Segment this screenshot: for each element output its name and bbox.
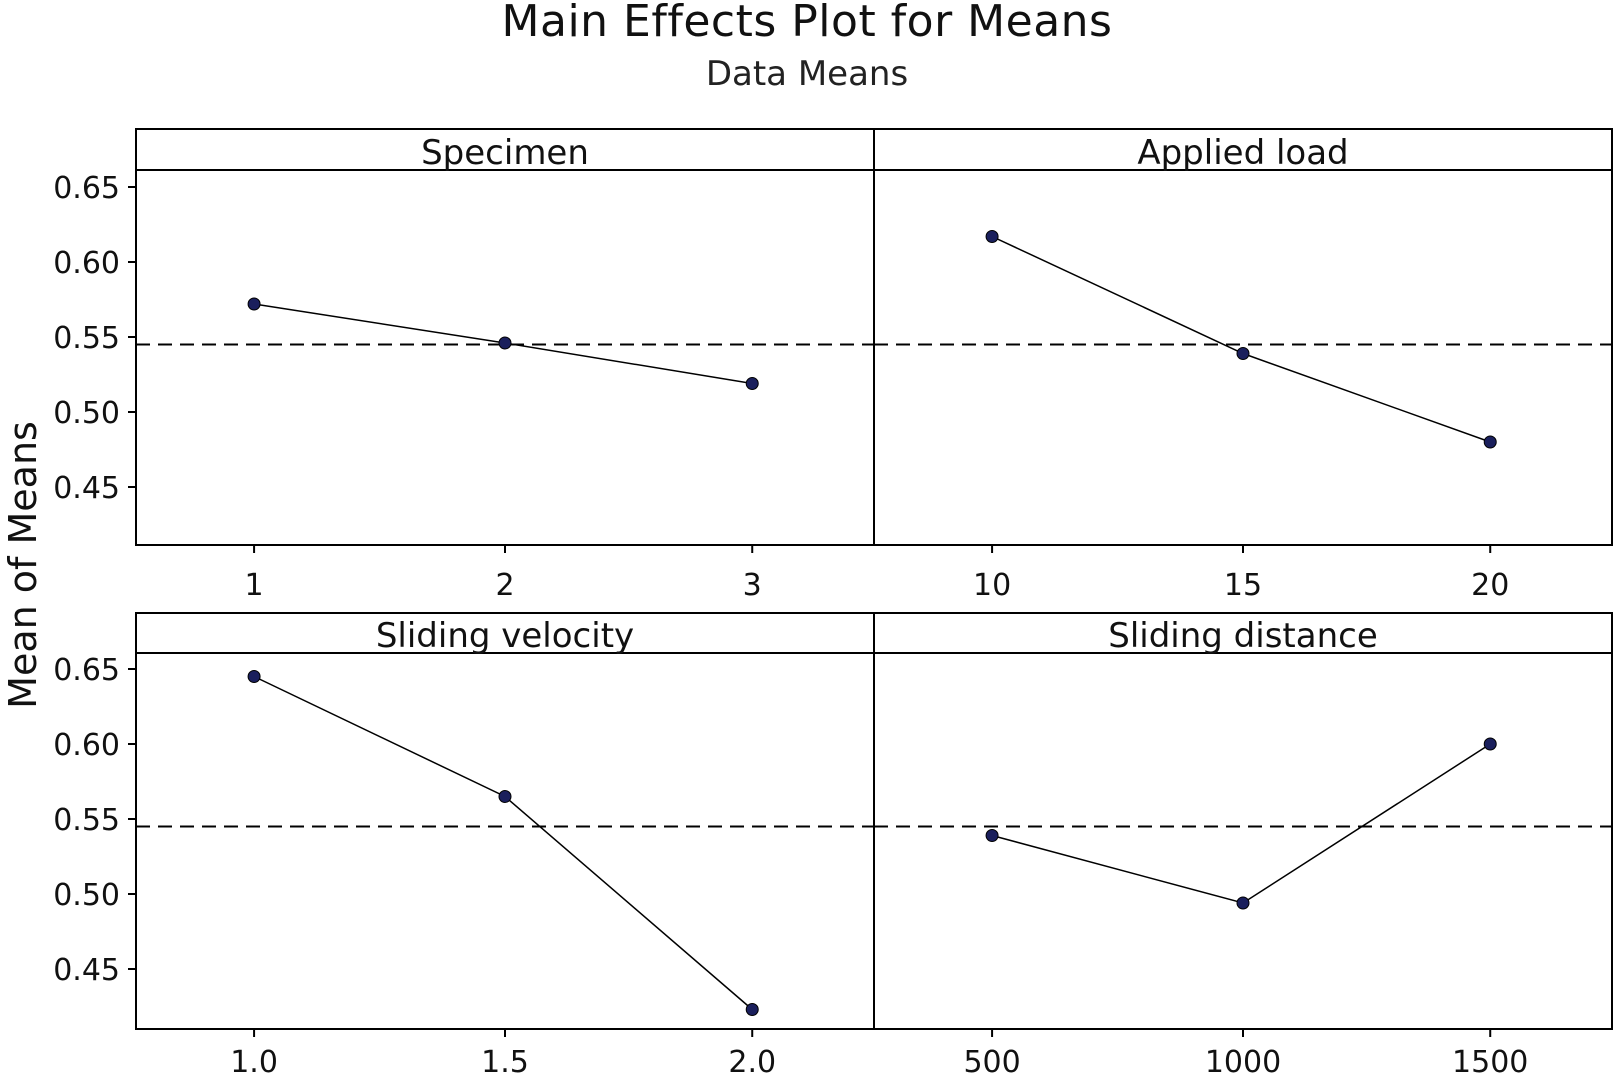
panel-strip-label: Sliding distance (1108, 616, 1378, 656)
data-point (985, 829, 999, 842)
data-point (498, 336, 512, 350)
y-tick-label: 0.65 (53, 653, 120, 688)
x-tick-label: 1 (245, 568, 264, 603)
y-tick-label: 0.55 (53, 321, 120, 356)
chart-title: Main Effects Plot for Means (501, 0, 1113, 47)
y-tick-label: 0.45 (53, 471, 120, 506)
data-point (745, 377, 759, 390)
data-point (1483, 737, 1497, 751)
y-tick-label: 0.50 (53, 396, 120, 431)
data-point (1483, 435, 1497, 449)
y-tick-label: 0.65 (53, 171, 120, 206)
x-tick-label: 2.0 (728, 1045, 776, 1075)
data-point (247, 670, 261, 683)
panel-strip-label: Specimen (421, 133, 589, 173)
y-tick-label: 0.55 (53, 803, 120, 838)
data-point (1236, 347, 1250, 360)
data-point (498, 790, 512, 803)
data-point (1236, 896, 1250, 910)
x-tick-label: 2 (495, 568, 514, 603)
y-tick-label: 0.60 (53, 246, 120, 281)
x-tick-label: 1.5 (481, 1045, 529, 1075)
x-tick-label: 1000 (1205, 1045, 1281, 1075)
panel-frame (873, 612, 1613, 1030)
series-line (253, 675, 753, 1011)
x-tick-label: 20 (1471, 568, 1509, 603)
panel-frame (873, 128, 1613, 546)
data-point (985, 230, 999, 243)
panel-strip-label: Applied load (1137, 133, 1348, 173)
chart-subtitle: Data Means (705, 54, 909, 94)
x-tick-label: 3 (743, 568, 762, 603)
x-tick-label: 1.0 (230, 1045, 278, 1075)
data-point (247, 297, 261, 311)
panel-frame (135, 612, 875, 1030)
panel-strip-label: Sliding velocity (376, 616, 634, 656)
x-tick-label: 10 (973, 568, 1011, 603)
y-tick-label: 0.50 (53, 878, 120, 913)
x-tick-label: 15 (1224, 568, 1262, 603)
data-point (745, 1003, 759, 1016)
series-line (991, 743, 1491, 904)
y-axis-label: Mean of Means (1, 421, 45, 709)
x-tick-label: 1500 (1452, 1045, 1528, 1075)
x-tick-label: 500 (963, 1045, 1020, 1075)
y-tick-label: 0.45 (53, 953, 120, 988)
y-tick-label: 0.60 (53, 728, 120, 763)
series-line (991, 235, 1491, 443)
